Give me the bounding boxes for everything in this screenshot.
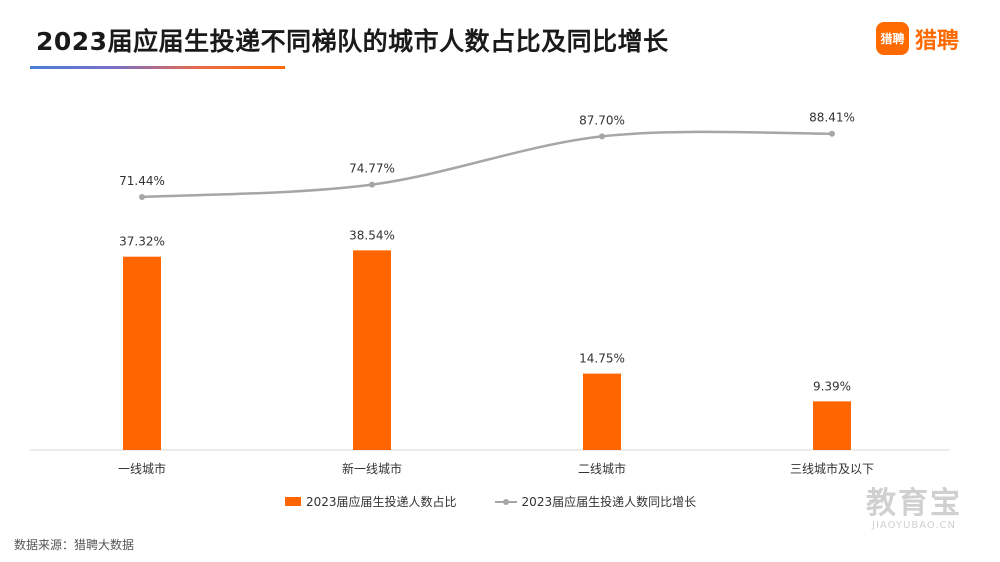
category-tick-label: 三线城市及以下 xyxy=(790,461,874,476)
category-tick-label: 二线城市 xyxy=(578,461,626,476)
liepin-logo-icon: 猎聘 xyxy=(876,22,909,55)
line-point xyxy=(599,133,605,140)
legend-bar-label: 2023届应届生投递人数占比 xyxy=(306,495,457,509)
bar xyxy=(123,256,161,450)
liepin-logo: 猎聘 猎聘 xyxy=(876,22,959,55)
bar-data-label: 9.39% xyxy=(813,379,851,393)
category-tick-label: 一线城市 xyxy=(118,461,166,476)
line-point xyxy=(139,194,145,200)
legend-line-label: 2023届应届生投递人数同比增长 xyxy=(521,495,697,509)
legend-line-swatch xyxy=(494,498,517,505)
category-tick-label: 新一线城市 xyxy=(342,461,402,476)
line-point xyxy=(829,130,835,137)
chart-legend: 2023届应届生投递人数占比 2023届应届生投递人数同比增长 xyxy=(285,493,696,510)
chart-title: 2023届应届生投递不同梯队的城市人数占比及同比增长 xyxy=(36,27,669,56)
growth-series-line xyxy=(141,130,833,199)
bar-data-label: 14.75% xyxy=(579,352,625,366)
bar xyxy=(583,373,621,450)
bar-data-label: 38.54% xyxy=(349,228,395,242)
bar xyxy=(353,250,391,450)
watermark: 教育宝 JIAOYUBAO.CN xyxy=(866,486,962,532)
legend-bar-swatch xyxy=(285,497,301,506)
watermark-cn: 教育宝 xyxy=(866,486,962,521)
line-data-label: 71.44% xyxy=(119,174,165,188)
title-underline xyxy=(30,66,285,69)
line-data-label: 74.77% xyxy=(349,162,395,176)
line-data-label: 87.70% xyxy=(579,113,625,127)
bar xyxy=(813,401,851,450)
line-data-label: 88.41% xyxy=(809,111,855,125)
line-point xyxy=(369,181,375,188)
liepin-logo-text: 猎聘 xyxy=(915,28,960,54)
watermark-en: JIAOYUBAO.CN xyxy=(872,520,956,531)
data-source: 数据来源：猎聘大数据 xyxy=(14,538,135,552)
bar-data-label: 37.32% xyxy=(119,235,165,249)
